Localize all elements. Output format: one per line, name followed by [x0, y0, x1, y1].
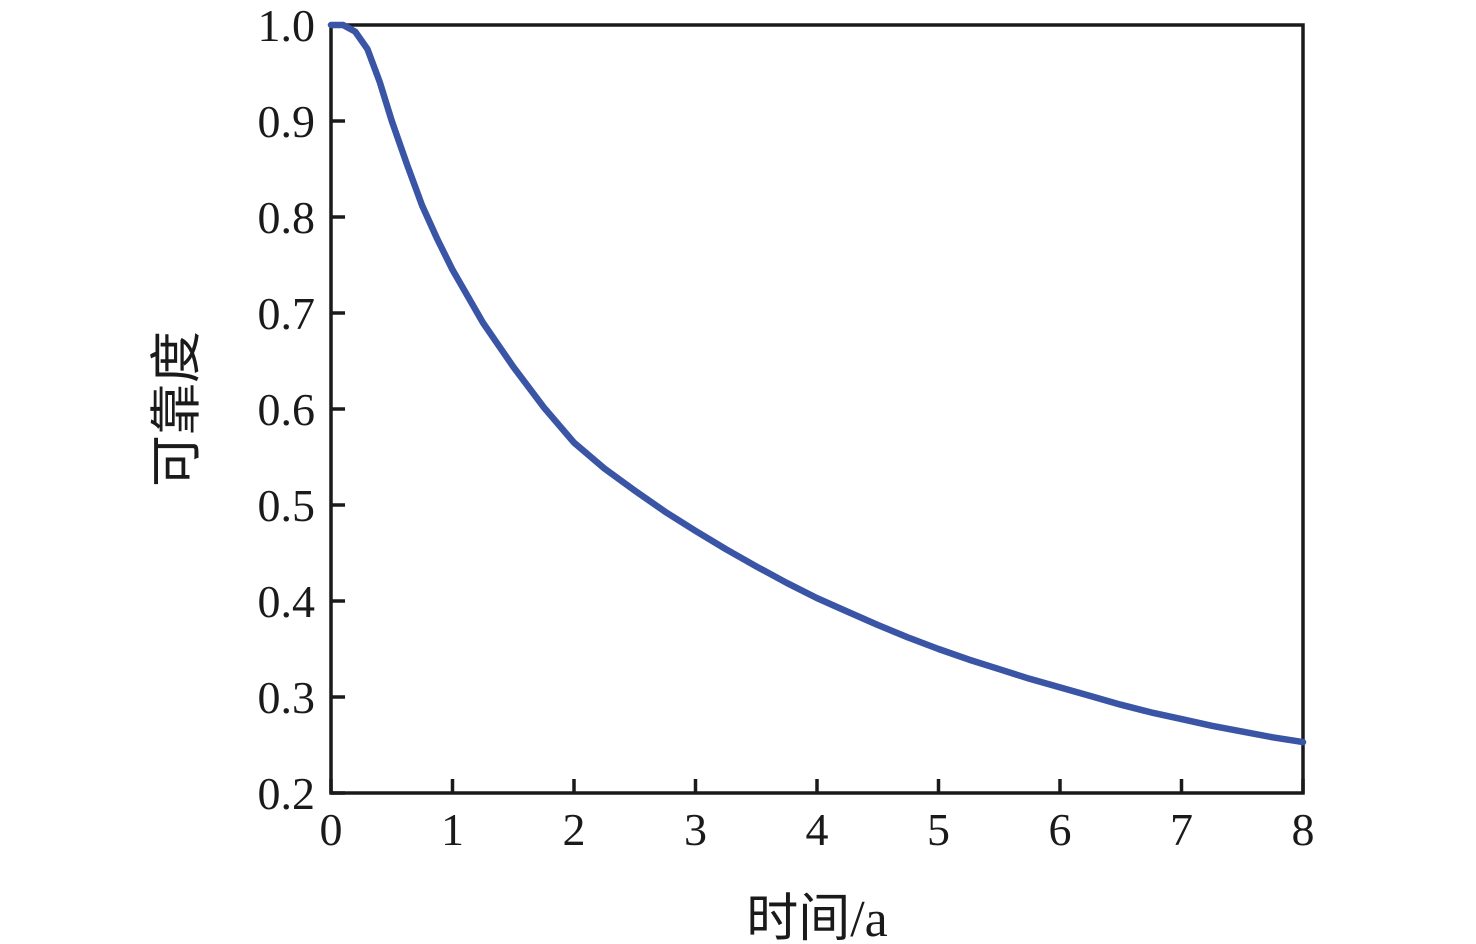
plot-border: [329, 23, 1305, 795]
y-tick-label: 0.5: [258, 480, 316, 531]
reliability-curve: [327, 21, 1307, 746]
y-tick-label: 0.9: [258, 96, 316, 147]
y-tick-label: 1.0: [258, 0, 316, 51]
x-tick-label: 4: [806, 804, 829, 855]
y-tick-label: 0.3: [258, 672, 316, 723]
x-tick-label: 5: [927, 804, 950, 855]
x-tick-label: 3: [684, 804, 707, 855]
y-axis-title: 可靠度: [149, 330, 207, 488]
x-tick-label: 7: [1170, 804, 1193, 855]
y-tick-label: 0.2: [258, 768, 316, 819]
x-tick-label: 6: [1049, 804, 1072, 855]
x-tick-label: 2: [563, 804, 586, 855]
y-tick-label: 0.4: [258, 576, 316, 627]
y-tick-label: 0.8: [258, 192, 316, 243]
y-tick-label: 0.6: [258, 384, 316, 435]
x-tick-label: 0: [320, 804, 343, 855]
y-tick-label: 0.7: [258, 288, 316, 339]
x-axis-title: 时间/a: [746, 891, 888, 944]
x-tick-label: 8: [1292, 804, 1315, 855]
x-tick-label: 1: [441, 804, 464, 855]
